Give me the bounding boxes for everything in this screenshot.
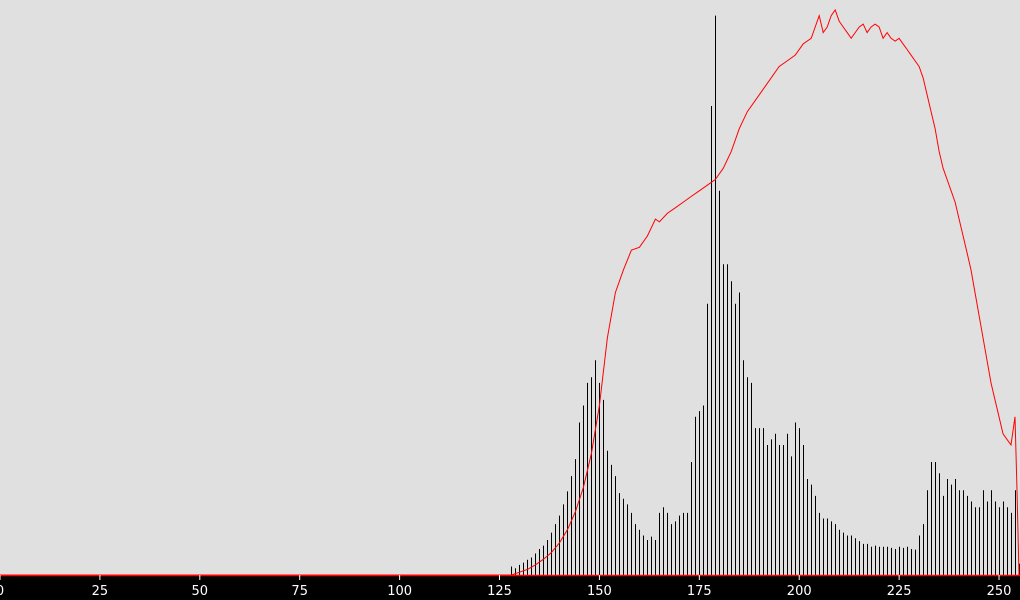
x-tick-label: 150 <box>587 584 612 599</box>
histogram-bars <box>511 15 1020 575</box>
x-tick-label: 175 <box>687 584 712 599</box>
x-tick-label: 75 <box>291 584 308 599</box>
x-tick-label: 50 <box>192 584 209 599</box>
x-tick-label: 125 <box>487 584 512 599</box>
plot-background <box>0 0 1020 575</box>
x-axis-bar <box>0 575 1020 600</box>
x-axis-ticks: 0 25 50 75 100 125 150 175 200 225 250 <box>0 575 1011 599</box>
x-tick-label: 225 <box>887 584 912 599</box>
x-tick-label: 250 <box>987 584 1012 599</box>
x-tick-label: 100 <box>387 584 412 599</box>
x-tick-label: 0 <box>0 584 4 599</box>
x-tick-label: 200 <box>787 584 812 599</box>
x-tick-label: 25 <box>92 584 109 599</box>
cumulative-curve <box>0 8 1020 576</box>
